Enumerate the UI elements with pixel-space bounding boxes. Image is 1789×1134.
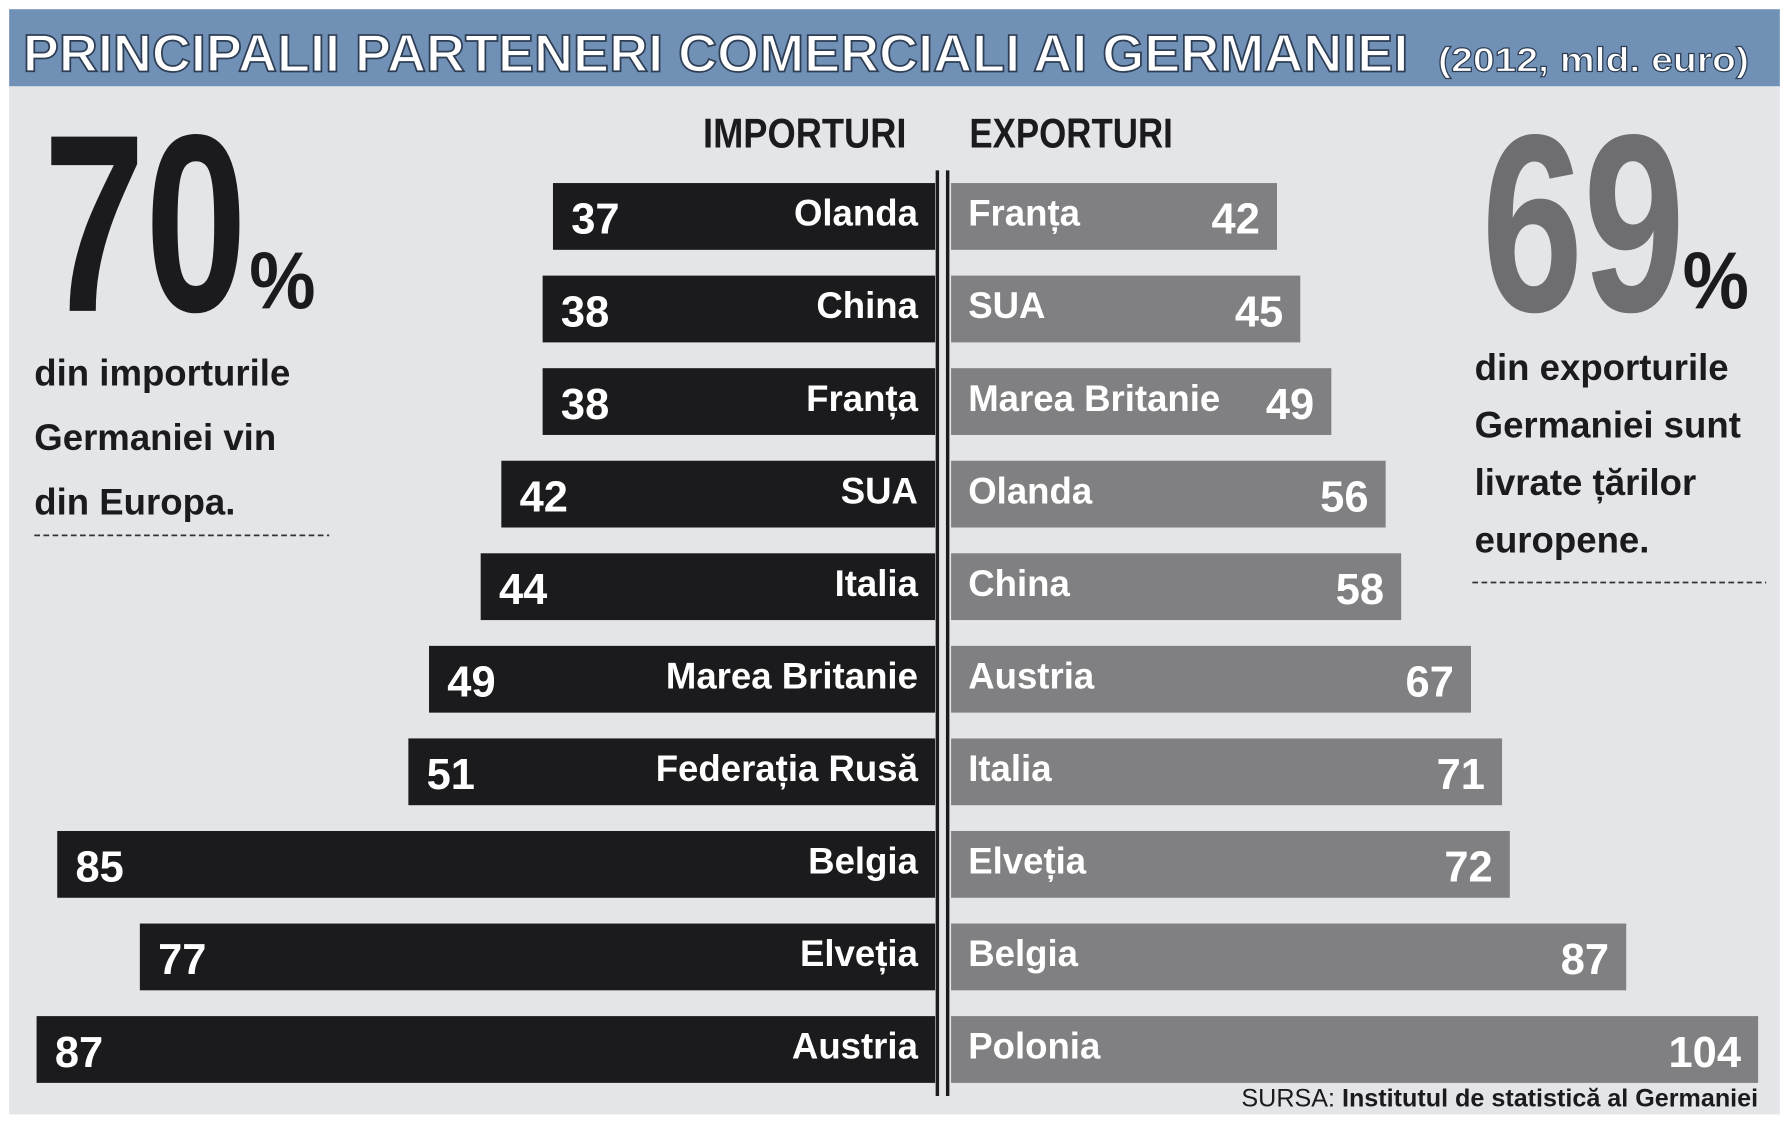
bar [951, 1016, 1759, 1083]
bar [139, 923, 936, 991]
value-label: 37 [571, 196, 619, 244]
bar [36, 1016, 936, 1083]
bar [408, 738, 936, 806]
series-header: IMPORTURI [703, 110, 906, 156]
value-label: 45 [1235, 288, 1283, 336]
note-line: europene. [1475, 519, 1650, 560]
bar [951, 275, 1301, 343]
category-label: Marea Britanie [968, 378, 1220, 419]
category-label: Austria [968, 655, 1095, 696]
value-label: 72 [1444, 844, 1492, 892]
note-line: Germaniei sunt [1475, 404, 1741, 445]
bar [951, 830, 1510, 898]
note-line: din importurile [34, 353, 290, 394]
value-label: 49 [447, 658, 495, 706]
title-bar [9, 9, 1780, 87]
value-label: 49 [1266, 381, 1314, 429]
bar [501, 460, 936, 528]
bar [480, 553, 936, 621]
category-label: Franța [968, 193, 1080, 235]
bar [542, 368, 936, 435]
unit: % [249, 236, 315, 326]
bar [429, 645, 936, 713]
category-label: Italia [968, 748, 1052, 789]
category-label: Elveția [968, 840, 1087, 882]
source: SURSA: Institutul de statistică al Germa… [1241, 1084, 1758, 1112]
value-label: 51 [427, 751, 475, 799]
value-label: 104 [1669, 1029, 1741, 1077]
big-number: 69 [1481, 83, 1684, 365]
value-label: 58 [1336, 566, 1384, 614]
value-label: 87 [55, 1029, 103, 1077]
value-label: 38 [561, 288, 609, 336]
value-label: 44 [499, 566, 547, 614]
category-label: Olanda [794, 193, 919, 234]
bar [951, 368, 1332, 435]
value-label: 67 [1406, 658, 1454, 706]
value-label: 42 [1212, 196, 1260, 244]
source-label: SURSA: [1241, 1084, 1335, 1112]
chart-title: PRINCIPALII PARTENERI COMERCIALI AI GERM… [23, 24, 1408, 83]
bar [951, 460, 1386, 528]
category-label: Belgia [808, 840, 918, 881]
bar [951, 645, 1472, 713]
value-label: 71 [1437, 751, 1485, 799]
category-label: SUA [968, 285, 1045, 326]
category-label: China [816, 285, 918, 326]
category-label: China [968, 563, 1070, 604]
value-label: 56 [1320, 473, 1368, 521]
note-line: livrate țărilor [1475, 462, 1697, 504]
value-label: 42 [520, 473, 568, 521]
value-label: 85 [76, 844, 124, 892]
bar [542, 275, 936, 343]
bar [57, 830, 936, 898]
note-line: din Europa. [34, 482, 235, 523]
category-label: SUA [841, 470, 918, 511]
bar [951, 738, 1503, 806]
bar [951, 923, 1627, 991]
big-number: 70 [43, 83, 246, 365]
bar [552, 183, 936, 250]
bar [951, 183, 1278, 250]
category-label: Marea Britanie [666, 655, 918, 696]
category-label: Olanda [968, 470, 1093, 511]
chart-subtitle: (2012, mld. euro) [1438, 41, 1749, 79]
series-header: EXPORTURI [969, 110, 1172, 156]
value-label: 38 [561, 381, 609, 429]
category-label: Elveția [800, 933, 919, 975]
category-label: Italia [835, 563, 919, 604]
category-label: Belgia [968, 933, 1078, 974]
source-text: Institutul de statistică al Germaniei [1342, 1084, 1758, 1112]
bar [951, 553, 1402, 621]
value-label: 87 [1561, 936, 1609, 984]
category-label: Federația Rusă [656, 748, 919, 790]
category-label: Franța [806, 378, 918, 420]
category-label: Polonia [968, 1026, 1101, 1067]
value-label: 77 [158, 936, 206, 984]
unit: % [1683, 236, 1749, 326]
note-line: Germaniei vin [34, 417, 276, 458]
category-label: Austria [792, 1026, 919, 1067]
note-line: din exporturile [1475, 347, 1729, 388]
